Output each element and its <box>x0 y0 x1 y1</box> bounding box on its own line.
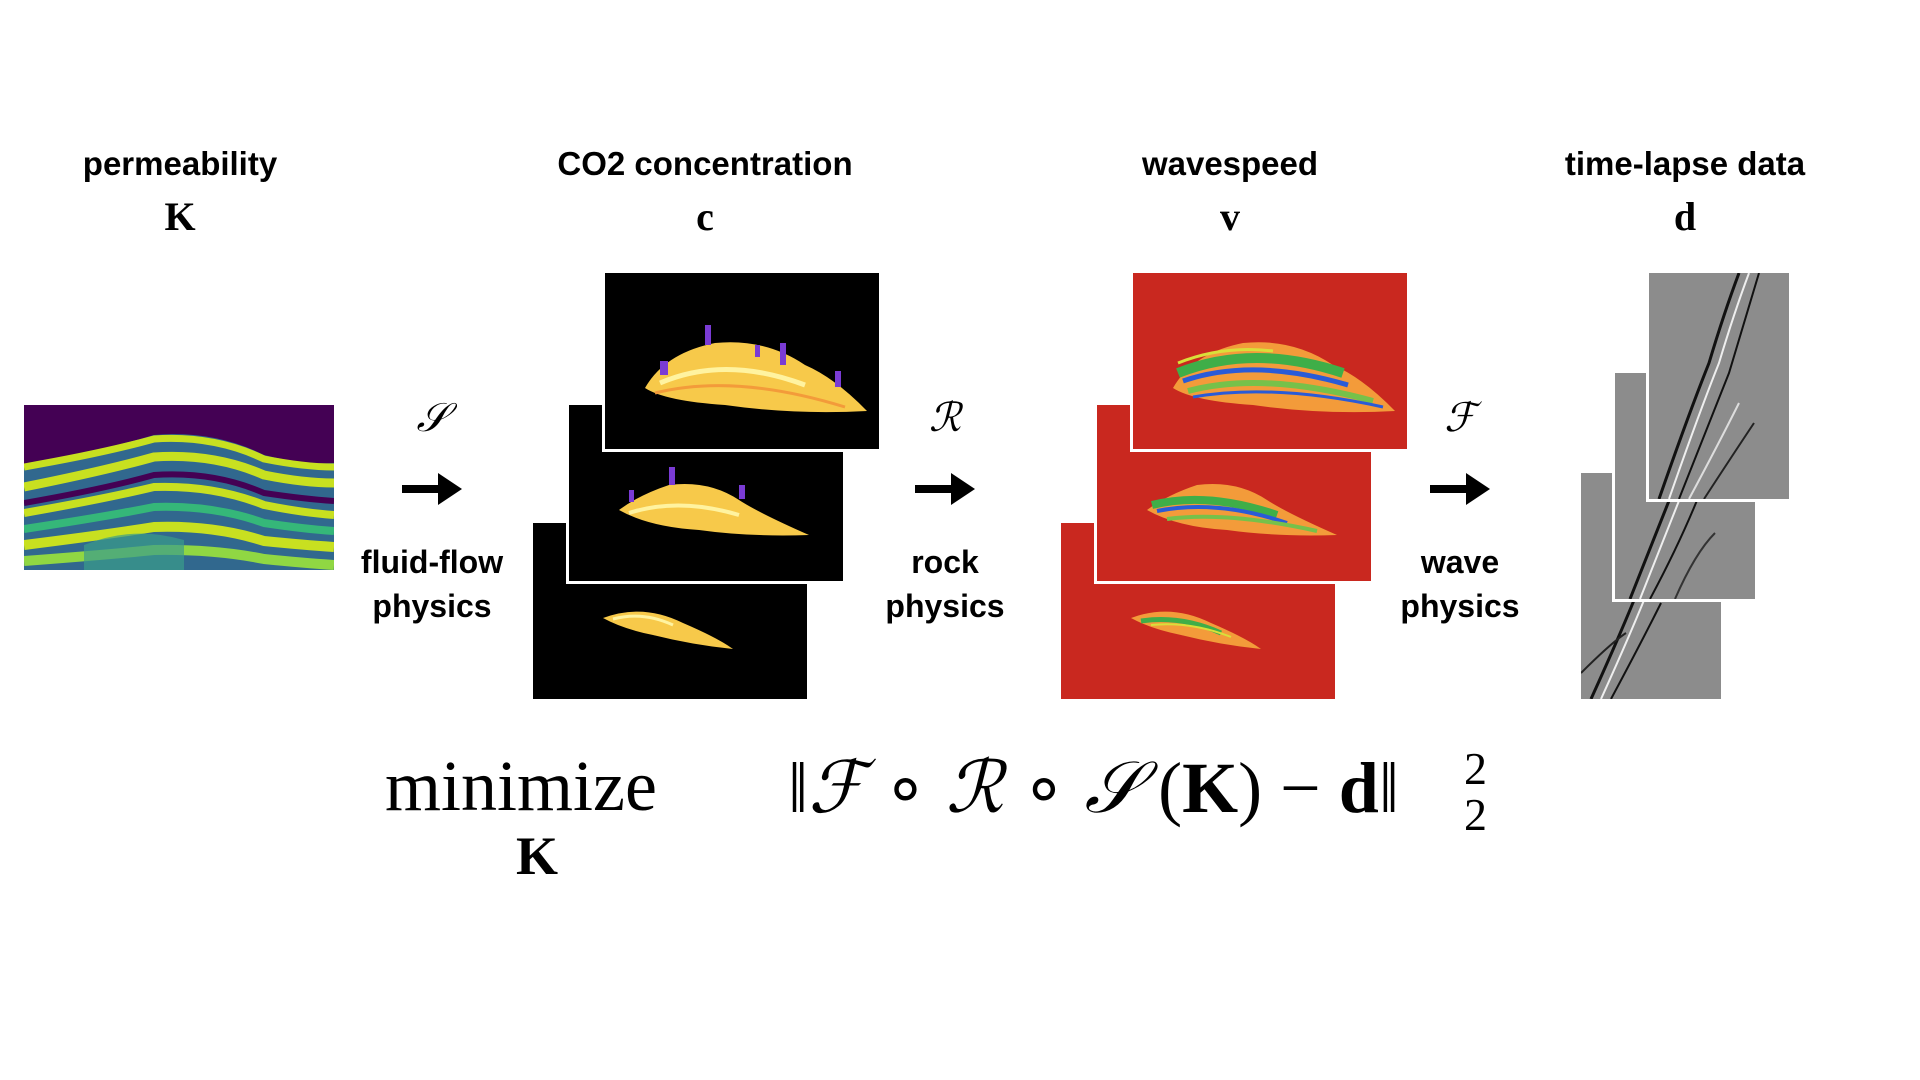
norm-open: ‖ <box>788 748 809 828</box>
operator-S-label-line2: physics <box>372 588 492 624</box>
stage-symbol-K: K <box>164 194 196 239</box>
norm-superscript: 2 <box>1464 743 1487 794</box>
formula-minimize: minimize <box>385 746 657 826</box>
operator-F-symbol: ℱ <box>1444 395 1476 441</box>
stage-title-co2: CO2 concentration <box>557 145 853 182</box>
compose-1: ∘ <box>882 748 928 828</box>
operator-F: ℱ <box>808 745 865 829</box>
operator-S-label-line1: fluid-flow <box>360 544 504 580</box>
variable-d: d <box>1338 748 1379 828</box>
variable-K: K <box>1182 748 1239 828</box>
stage-symbol-d: d <box>1673 194 1697 239</box>
paren-open: ( <box>1158 748 1183 828</box>
operator-F-label: wave physics <box>1400 540 1519 628</box>
seismic-frame-late <box>1646 270 1792 502</box>
operator-S: 𝒮 <box>1084 745 1141 829</box>
arrow-right-icon <box>915 470 977 513</box>
operator-F-label-line2: physics <box>1400 588 1520 624</box>
paren-close: ) <box>1238 748 1263 828</box>
formula-minimize-subscript: K <box>516 826 559 886</box>
objective-expression: ‖ℱ ∘ ℛ ∘ 𝒮 (K) − d‖ <box>788 745 1399 831</box>
operator-R-label-line1: rock <box>911 544 979 580</box>
operator-F-label-line1: wave <box>1420 544 1500 580</box>
norm-subscript: 2 <box>1464 789 1487 840</box>
stage-symbol-v: v <box>1220 194 1240 239</box>
permeability-image <box>23 405 335 570</box>
operator-S-label: fluid-flow physics <box>361 540 503 628</box>
operator-R: ℛ <box>945 745 1004 829</box>
minus: − <box>1280 748 1321 828</box>
arrow-right-icon <box>402 470 464 513</box>
stage-title-wavespeed: wavespeed <box>1141 145 1319 182</box>
stage-title-time-lapse: time-lapse data <box>1564 145 1806 182</box>
operator-S-symbol: 𝒮 <box>416 395 448 441</box>
operator-R-label-line2: physics <box>885 588 1005 624</box>
operator-R-label: rock physics <box>885 540 1004 628</box>
operator-R-symbol: ℛ <box>929 395 961 441</box>
norm-close: ‖ <box>1378 748 1400 828</box>
arrow-right-icon <box>1430 470 1492 513</box>
stage-title-permeability: permeability <box>82 145 278 182</box>
wavespeed-frame-late <box>1130 270 1410 452</box>
stage-symbol-c: c <box>696 194 714 239</box>
co2-frame-late <box>602 270 882 452</box>
compose-2: ∘ <box>1021 748 1067 828</box>
